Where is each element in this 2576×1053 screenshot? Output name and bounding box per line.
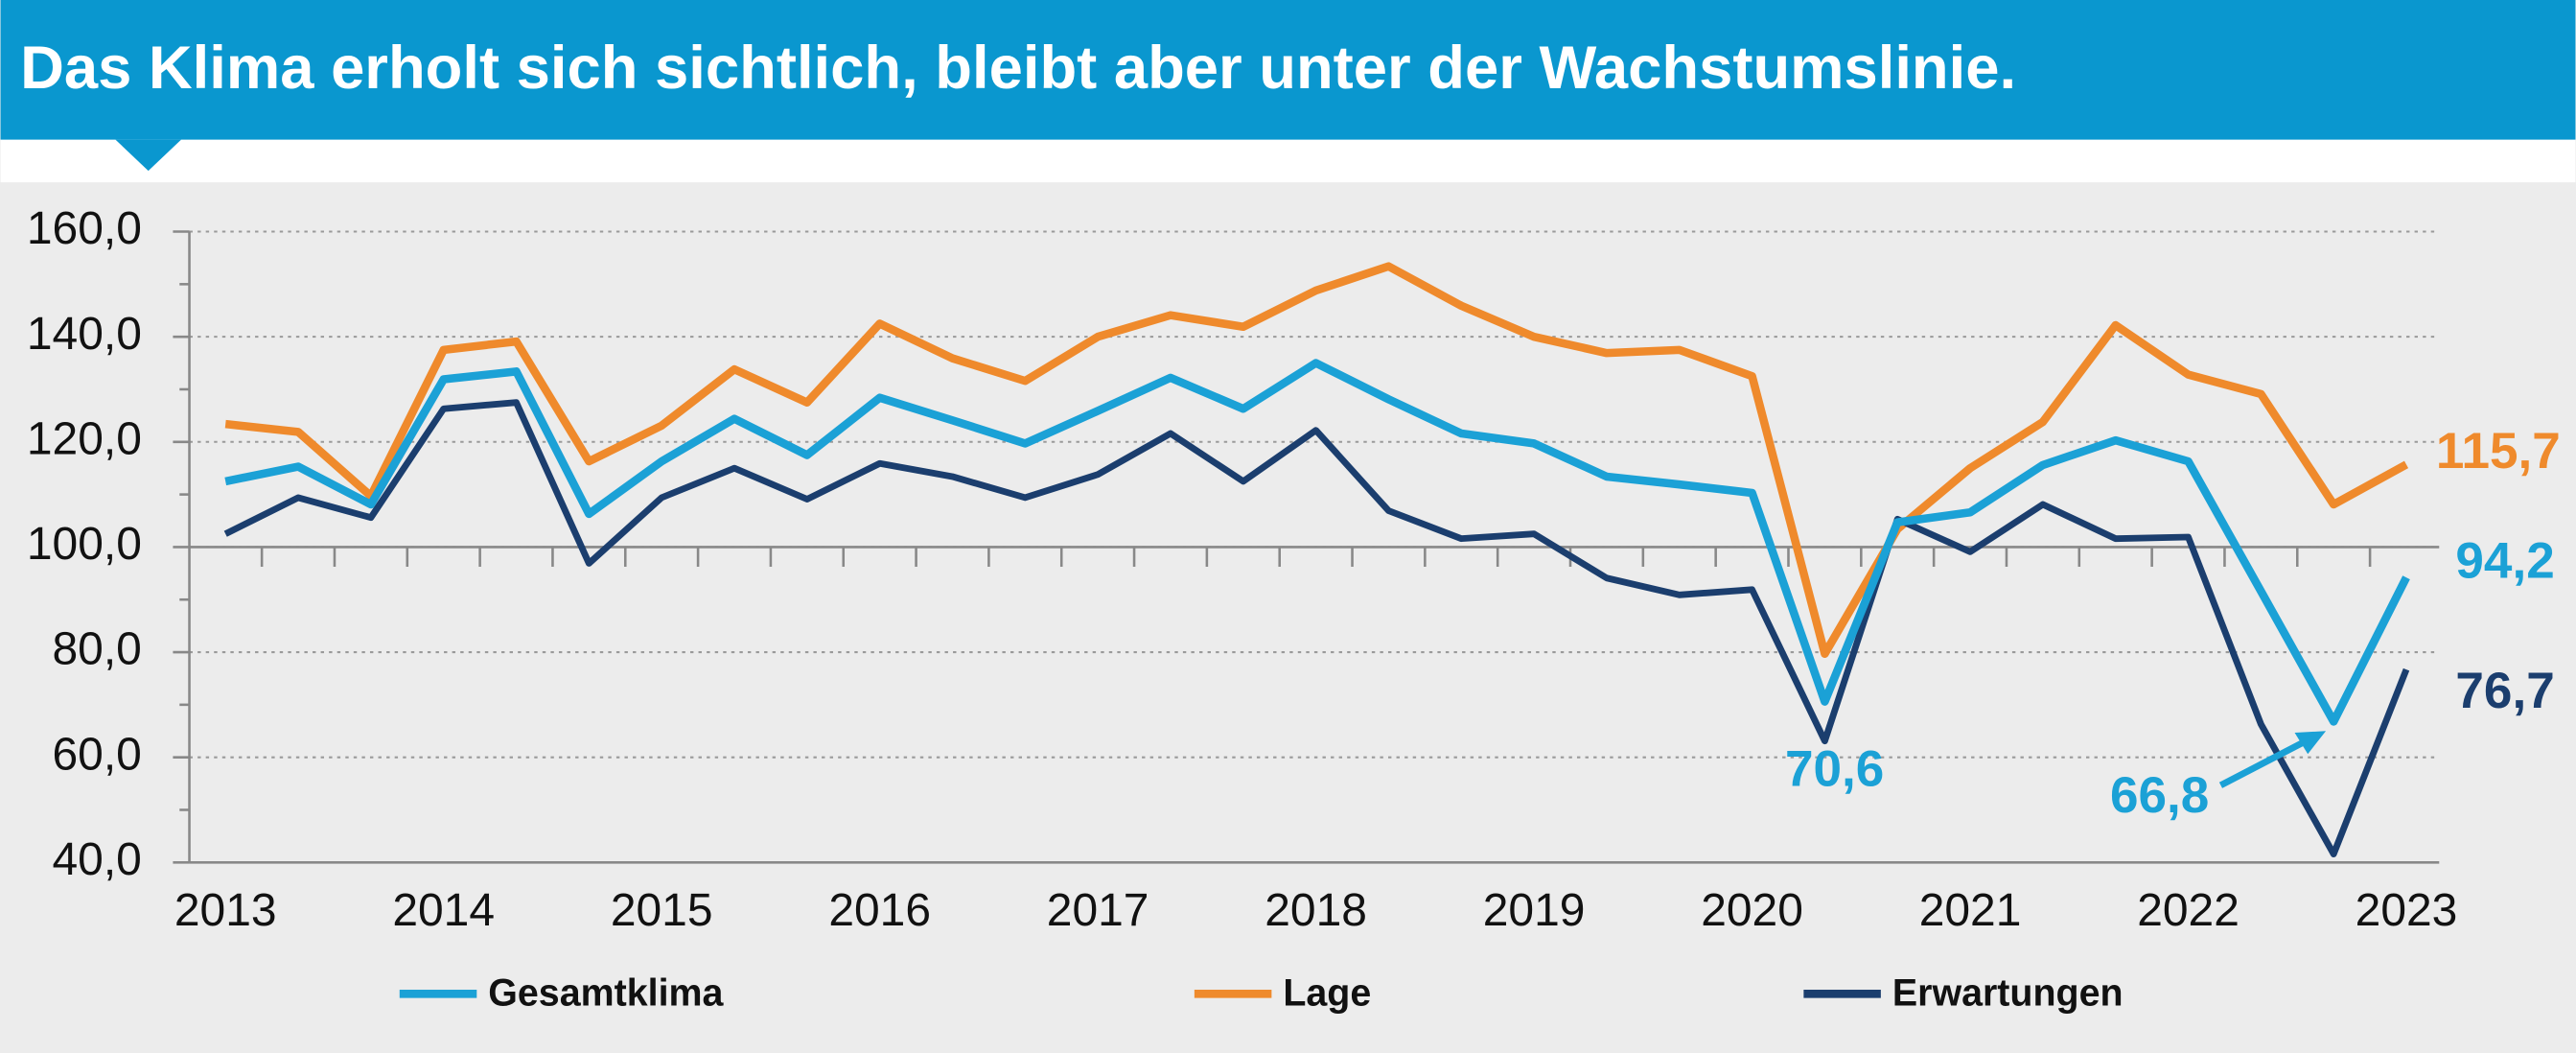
x-tick-label: 2021 — [1919, 885, 2022, 936]
y-tick-label: 140,0 — [27, 309, 142, 360]
y-tick-label: 40,0 — [53, 834, 142, 885]
series-line — [223, 399, 2410, 857]
chart-title: Das Klima erholt sich sichtlich, bleibt … — [20, 35, 2016, 102]
value-label: 66,8 — [2110, 767, 2209, 824]
x-tick-label: 2019 — [1483, 885, 1586, 936]
x-tick-label: 2016 — [828, 885, 931, 936]
x-tick-label: 2013 — [174, 885, 277, 936]
value-label: 76,7 — [2455, 663, 2554, 719]
y-tick-label: 80,0 — [53, 624, 142, 675]
x-tick-label: 2023 — [2356, 885, 2458, 936]
header-pointer — [115, 139, 181, 172]
legend-label: Lage — [1283, 971, 1371, 1014]
series-line — [224, 262, 2409, 658]
x-tick-label: 2022 — [2137, 885, 2239, 936]
y-tick-label: 160,0 — [27, 203, 142, 254]
x-tick-label: 2017 — [1047, 885, 1149, 936]
x-tick-label: 2014 — [392, 885, 495, 936]
header-bar — [0, 0, 2576, 140]
y-tick-label: 60,0 — [53, 729, 142, 780]
annotation-arrowhead — [2294, 731, 2327, 755]
y-tick-label: 120,0 — [27, 413, 142, 464]
value-label: 115,7 — [2436, 423, 2561, 480]
x-tick-label: 2015 — [611, 885, 713, 936]
legend-label: Gesamtklima — [488, 971, 724, 1014]
series-line — [224, 359, 2410, 726]
annotation-arrow — [2218, 737, 2309, 788]
x-tick-label: 2020 — [1701, 885, 1803, 936]
value-label: 70,6 — [1785, 740, 1884, 797]
value-label: 94,2 — [2455, 533, 2554, 590]
legend-label: Erwartungen — [1892, 971, 2123, 1014]
header-gap — [0, 139, 2576, 183]
plot-area: 40,0 60,0 80,0 100,0 120,0 140,0 160,0 2013 2014… — [27, 203, 2561, 1014]
y-tick-label: 100,0 — [27, 519, 142, 570]
x-tick-label: 2018 — [1265, 885, 1367, 936]
